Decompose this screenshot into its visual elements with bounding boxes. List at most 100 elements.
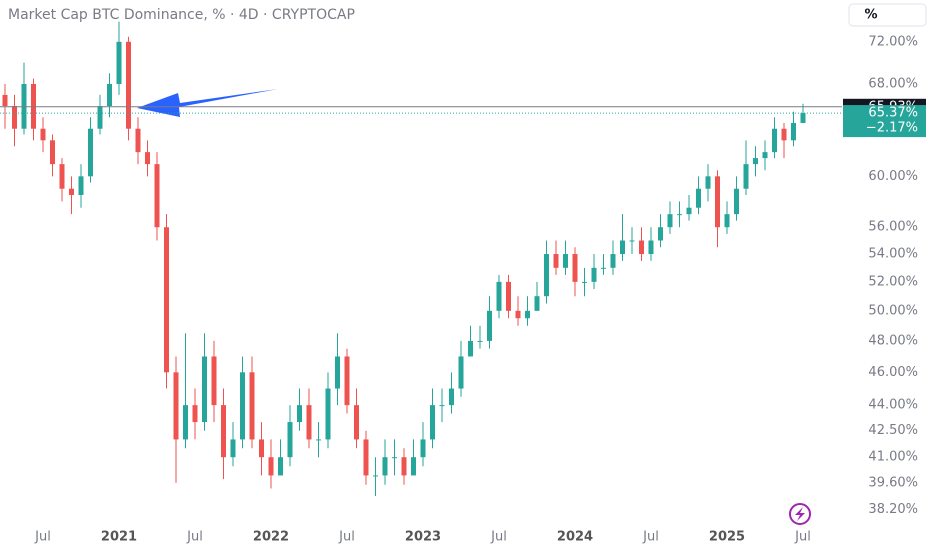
y-tick-label: 50.00%: [868, 303, 918, 318]
x-tick-label: 2021: [101, 530, 137, 545]
candle-body: [534, 296, 540, 311]
x-tick-label: 2024: [557, 530, 593, 545]
candle-body: [306, 405, 312, 440]
x-tick-label: Jul: [794, 530, 811, 545]
x-tick-label: Jul: [642, 530, 659, 545]
candle-body: [240, 372, 245, 440]
candle-body: [582, 281, 587, 283]
candle-body: [639, 240, 644, 255]
x-tick-label: Jul: [338, 530, 355, 545]
candle-body: [420, 439, 426, 458]
arrow-annotation: [137, 89, 278, 117]
candle-body: [116, 41, 122, 84]
candle-body: [135, 128, 141, 153]
candle-body: [202, 356, 207, 423]
y-tick-label: 46.00%: [868, 365, 918, 380]
x-tick-label: Jul: [490, 530, 507, 545]
unit-button-label[interactable]: %: [864, 8, 877, 23]
candle-body: [88, 128, 93, 177]
y-tick-label: 39.60%: [868, 475, 918, 490]
change-label: −2.17%: [866, 121, 918, 136]
candle-body: [515, 310, 521, 319]
x-tick-label: 2022: [253, 530, 289, 545]
y-tick-label: 44.00%: [868, 398, 918, 413]
candle-body: [601, 267, 606, 269]
x-tick-label: Jul: [186, 530, 203, 545]
candle-body: [154, 164, 160, 228]
candle-body: [563, 254, 568, 268]
y-tick-label: 41.00%: [868, 450, 918, 465]
y-tick-label: 52.00%: [868, 274, 918, 289]
candle-body: [107, 83, 112, 107]
y-tick-label: 56.00%: [868, 220, 918, 235]
candle-body: [335, 356, 340, 389]
candle-body: [2, 94, 8, 107]
candle-body: [12, 106, 17, 129]
y-tick-label: 38.20%: [868, 502, 918, 517]
y-tick-label: 60.00%: [868, 169, 918, 184]
candle-body: [78, 176, 84, 195]
candle-body: [363, 439, 369, 476]
candle-body: [648, 240, 654, 255]
candle-body: [791, 122, 796, 141]
candle-body: [192, 405, 198, 423]
candle-body: [525, 310, 530, 319]
last-price-label: 65.37%: [868, 106, 918, 121]
candle-body: [221, 405, 226, 458]
unit-button[interactable]: [848, 3, 927, 27]
candle-body: [373, 475, 378, 477]
y-tick-label: 42.50%: [868, 423, 918, 438]
candle-body: [487, 310, 492, 341]
candle-body: [772, 128, 777, 153]
y-tick-label: 48.00%: [868, 333, 918, 348]
candle-body: [620, 240, 625, 255]
candle-body: [173, 372, 179, 440]
candle-body: [382, 457, 388, 476]
candle-body: [506, 281, 511, 311]
y-tick-label: 68.00%: [868, 76, 918, 91]
candle-body: [781, 128, 787, 141]
x-tick-label: Jul: [34, 530, 51, 545]
candle-body: [696, 188, 701, 208]
candle-body: [278, 457, 283, 476]
candle-body: [449, 388, 454, 406]
candle-body: [69, 188, 74, 195]
candle-body: [183, 405, 188, 440]
candle-body: [411, 457, 416, 476]
candle-body: [126, 41, 131, 129]
candle-body: [287, 422, 293, 458]
candle-body: [97, 106, 103, 129]
candle-body: [468, 340, 473, 357]
candle-body: [715, 176, 720, 228]
candle-body: [734, 188, 739, 215]
candle-body: [249, 372, 255, 440]
candle-body: [40, 128, 46, 141]
candle-body: [496, 281, 502, 311]
candle-body: [325, 388, 331, 440]
candle-body: [401, 457, 407, 476]
candle-body: [667, 214, 673, 228]
x-tick-label: 2023: [405, 530, 441, 545]
candle-body: [686, 207, 692, 215]
candle-body: [591, 267, 597, 282]
candle-body: [392, 457, 397, 459]
candle-body: [610, 254, 616, 268]
candle-body: [800, 113, 806, 123]
candle-body: [344, 356, 350, 406]
candle-body: [50, 140, 55, 165]
candle-body: [145, 152, 150, 165]
candle-body: [743, 164, 749, 189]
candle-body: [430, 405, 435, 440]
candle-body: [164, 227, 169, 373]
candle-body: [354, 405, 359, 440]
candle-body: [230, 439, 236, 458]
candle-body: [458, 356, 464, 389]
last-price-badge: [843, 105, 926, 138]
candle-body: [724, 214, 730, 228]
candle-body: [705, 176, 711, 189]
candle-body: [297, 405, 302, 423]
logo: [789, 503, 811, 525]
candle-body: [677, 214, 682, 216]
candle-body: [268, 457, 274, 476]
